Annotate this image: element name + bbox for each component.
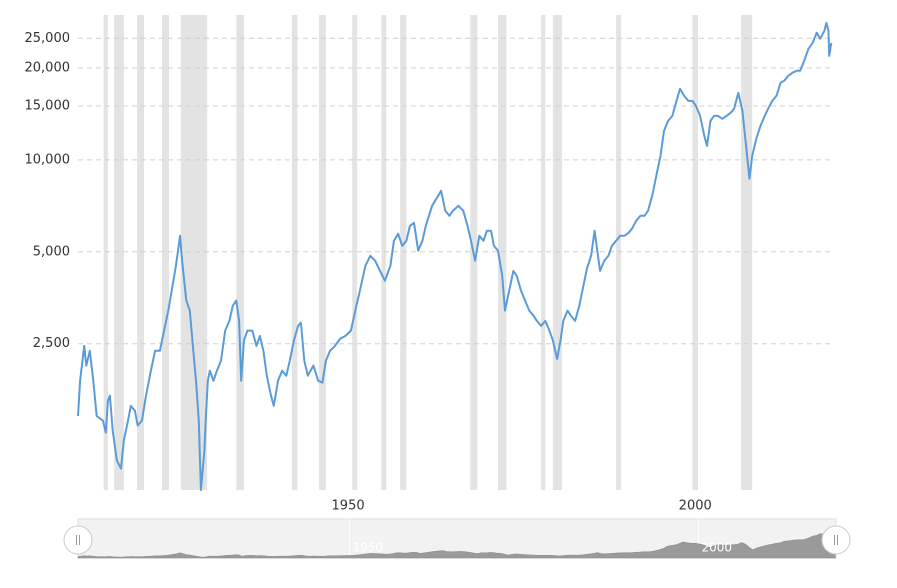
recession-band: [352, 15, 358, 490]
navigator-label: 2000: [701, 541, 732, 555]
recession-band: [552, 15, 562, 490]
y-tick-label: 25,000: [25, 31, 71, 46]
recession-band: [103, 15, 108, 490]
data-line: [77, 21, 833, 491]
recession-band: [236, 15, 244, 490]
navigator-handle-right[interactable]: [821, 525, 851, 555]
recession-band: [318, 15, 326, 490]
y-tick-label: 2,500: [33, 336, 70, 351]
recession-band: [741, 15, 753, 490]
recession-band: [400, 15, 407, 490]
navigator: 1950 2000: [77, 518, 837, 559]
recession-band: [137, 15, 144, 490]
recession-band: [381, 15, 387, 490]
plot-area: 2,500 5,000 10,000 15,000 20,000 25,000 1950 20…: [25, 15, 833, 514]
y-tick-label: 5,000: [33, 244, 70, 259]
recession-band: [114, 15, 124, 490]
recession-band: [162, 15, 169, 490]
x-tick-label: 1950: [332, 499, 365, 514]
recession-band: [692, 15, 699, 490]
navigator-handle-left[interactable]: [63, 525, 93, 555]
handle[interactable]: [63, 525, 93, 555]
handle[interactable]: [821, 525, 851, 555]
recession-band: [291, 15, 298, 490]
navigator-label: 1950: [353, 541, 384, 555]
recession-band: [616, 15, 621, 490]
recession-band: [541, 15, 546, 490]
y-tick-label: 10,000: [25, 152, 71, 167]
recession-band: [498, 15, 507, 490]
navigator-area: [77, 531, 836, 559]
x-tick-label: 2000: [679, 499, 712, 514]
recession-band: [180, 15, 208, 490]
y-tick-label: 15,000: [25, 99, 71, 114]
y-tick-label: 20,000: [25, 60, 71, 75]
